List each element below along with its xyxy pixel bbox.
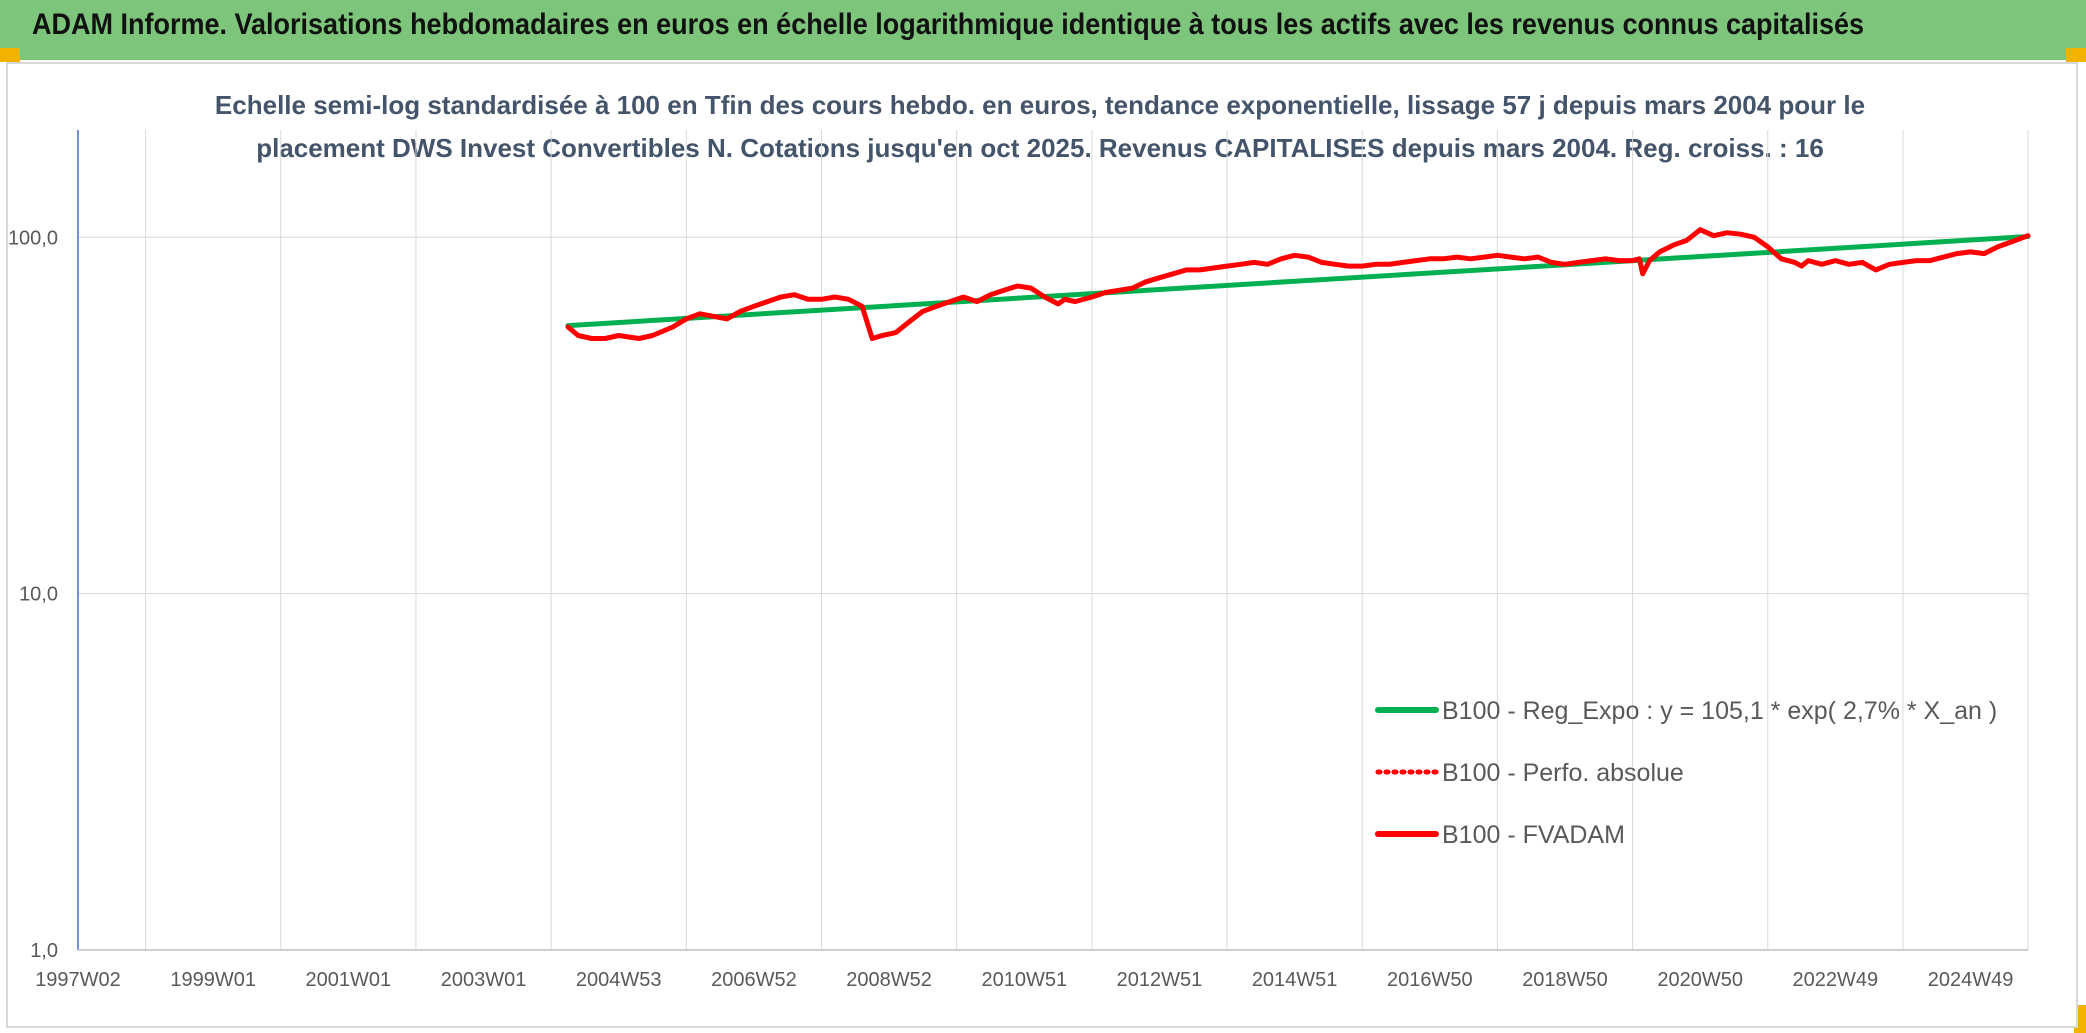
series-line-0 (565, 234, 2031, 329)
chart-title-line-1: Echelle semi-log standardisée à 100 en T… (214, 90, 1866, 120)
x-tick-label: 2012W51 (1117, 969, 1203, 991)
legend-label-1: B100 - Perfo. absolue (1442, 759, 1684, 787)
chart-title-line-2: placement DWS Invest Convertibles N. Cot… (256, 133, 1824, 163)
y-tick-label: 100,0 (8, 227, 58, 249)
series-line-2 (565, 227, 2031, 341)
x-tick-label: 1997W02 (35, 969, 121, 991)
x-tick-label: 2014W51 (1252, 969, 1338, 991)
legend-label-0: B100 - Reg_Expo : y = 105,1 * exp( 2,7% … (1442, 697, 1997, 725)
x-tick-label: 2004W53 (576, 969, 662, 991)
report-banner: ADAM Informe. Valorisations hebdomadaire… (0, 0, 2086, 60)
chart-frame (6, 62, 2078, 1028)
y-tick-label: 1,0 (30, 940, 58, 962)
corner-accent-left (0, 48, 20, 62)
x-tick-label: 2008W52 (846, 969, 932, 991)
x-tick-label: 2022W49 (1793, 969, 1879, 991)
x-tick-label: 2006W52 (711, 969, 797, 991)
legend-label-2: B100 - FVADAM (1442, 821, 1625, 849)
x-tick-label: 2001W01 (306, 969, 392, 991)
x-tick-label: 2003W01 (441, 969, 527, 991)
y-tick-label: 10,0 (19, 584, 58, 606)
x-tick-label: 2010W51 (981, 969, 1067, 991)
x-tick-label: 2018W50 (1522, 969, 1608, 991)
x-tick-label: 2016W50 (1387, 969, 1473, 991)
report-title: ADAM Informe. Valorisations hebdomadaire… (32, 8, 1865, 41)
x-tick-label: 2024W49 (1928, 969, 2014, 991)
x-tick-label: 2020W50 (1657, 969, 1743, 991)
corner-accent-right (2066, 48, 2086, 62)
x-tick-label: 1999W01 (170, 969, 256, 991)
